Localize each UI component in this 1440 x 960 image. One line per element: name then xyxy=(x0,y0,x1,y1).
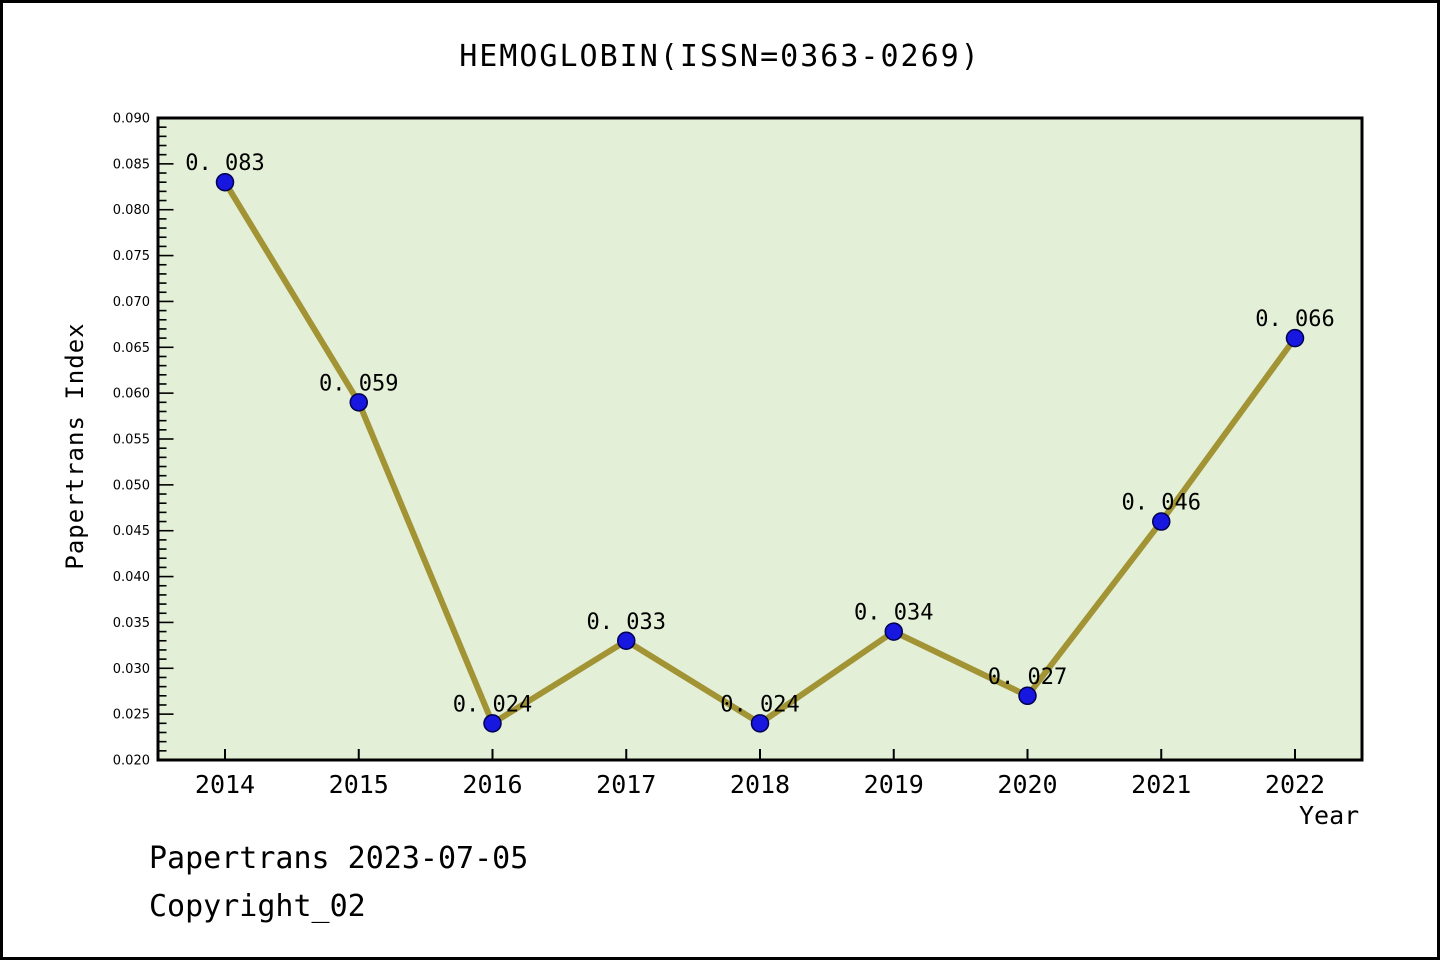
x-tick-label: 2022 xyxy=(1265,770,1325,799)
data-point xyxy=(1152,512,1171,531)
x-tick-label: 2017 xyxy=(596,770,656,799)
data-point-label: 0. 033 xyxy=(587,610,666,635)
y-tick-label: 0.075 xyxy=(113,249,150,264)
y-tick-label: 0.035 xyxy=(113,616,150,631)
x-axis-title: Year xyxy=(1299,801,1360,830)
y-tick-label: 0.020 xyxy=(113,754,150,769)
x-tick-label: 2016 xyxy=(462,770,522,799)
y-tick-label: 0.090 xyxy=(113,112,150,127)
y-tick-label: 0.065 xyxy=(113,341,150,356)
footer-source-date: Papertrans 2023-07-05 xyxy=(149,841,529,876)
x-tick-label: 2015 xyxy=(329,770,389,799)
x-tick-label: 2019 xyxy=(864,770,924,799)
x-tick-label: 2021 xyxy=(1131,770,1191,799)
data-point-label: 0. 066 xyxy=(1255,307,1334,332)
data-point-label: 0. 083 xyxy=(185,151,264,176)
y-tick-label: 0.055 xyxy=(113,433,150,448)
data-point xyxy=(1285,328,1305,348)
data-point-label: 0. 024 xyxy=(720,692,799,717)
y-tick-label: 0.070 xyxy=(113,295,150,310)
plot-area xyxy=(156,116,1364,762)
data-point-label: 0. 024 xyxy=(453,692,532,717)
data-point xyxy=(349,393,368,412)
data-point xyxy=(215,172,235,192)
y-tick-label: 0.040 xyxy=(113,570,150,585)
y-tick-label: 0.080 xyxy=(113,203,150,218)
y-tick-label: 0.025 xyxy=(113,708,150,723)
x-tick-label: 2018 xyxy=(730,770,790,799)
data-point-label: 0. 059 xyxy=(319,371,398,396)
data-point-label: 0. 034 xyxy=(854,601,933,626)
footer-copyright: Copyright_02 xyxy=(149,889,366,924)
data-point xyxy=(884,622,903,641)
chart-title: HEMOGLOBIN(ISSN=0363-0269) xyxy=(459,39,981,74)
data-point-label: 0. 046 xyxy=(1122,491,1201,516)
y-tick-label: 0.060 xyxy=(113,387,150,402)
x-tick-label: 2020 xyxy=(997,770,1057,799)
data-point xyxy=(483,714,502,733)
data-point xyxy=(750,714,770,733)
chart-canvas: 0.020 0.025 0.030 0.035 0.040 0.045 0.050 0.055… xyxy=(113,112,1364,799)
y-tick-label: 0.085 xyxy=(113,157,150,172)
y-tick-label: 0.050 xyxy=(113,478,150,493)
y-tick-label: 0.030 xyxy=(113,662,150,677)
data-point xyxy=(617,631,636,651)
x-tick-label: 2014 xyxy=(195,770,255,799)
data-point-label: 0. 027 xyxy=(988,665,1067,690)
data-point xyxy=(1018,686,1037,706)
y-tick-label: 0.045 xyxy=(113,524,150,539)
